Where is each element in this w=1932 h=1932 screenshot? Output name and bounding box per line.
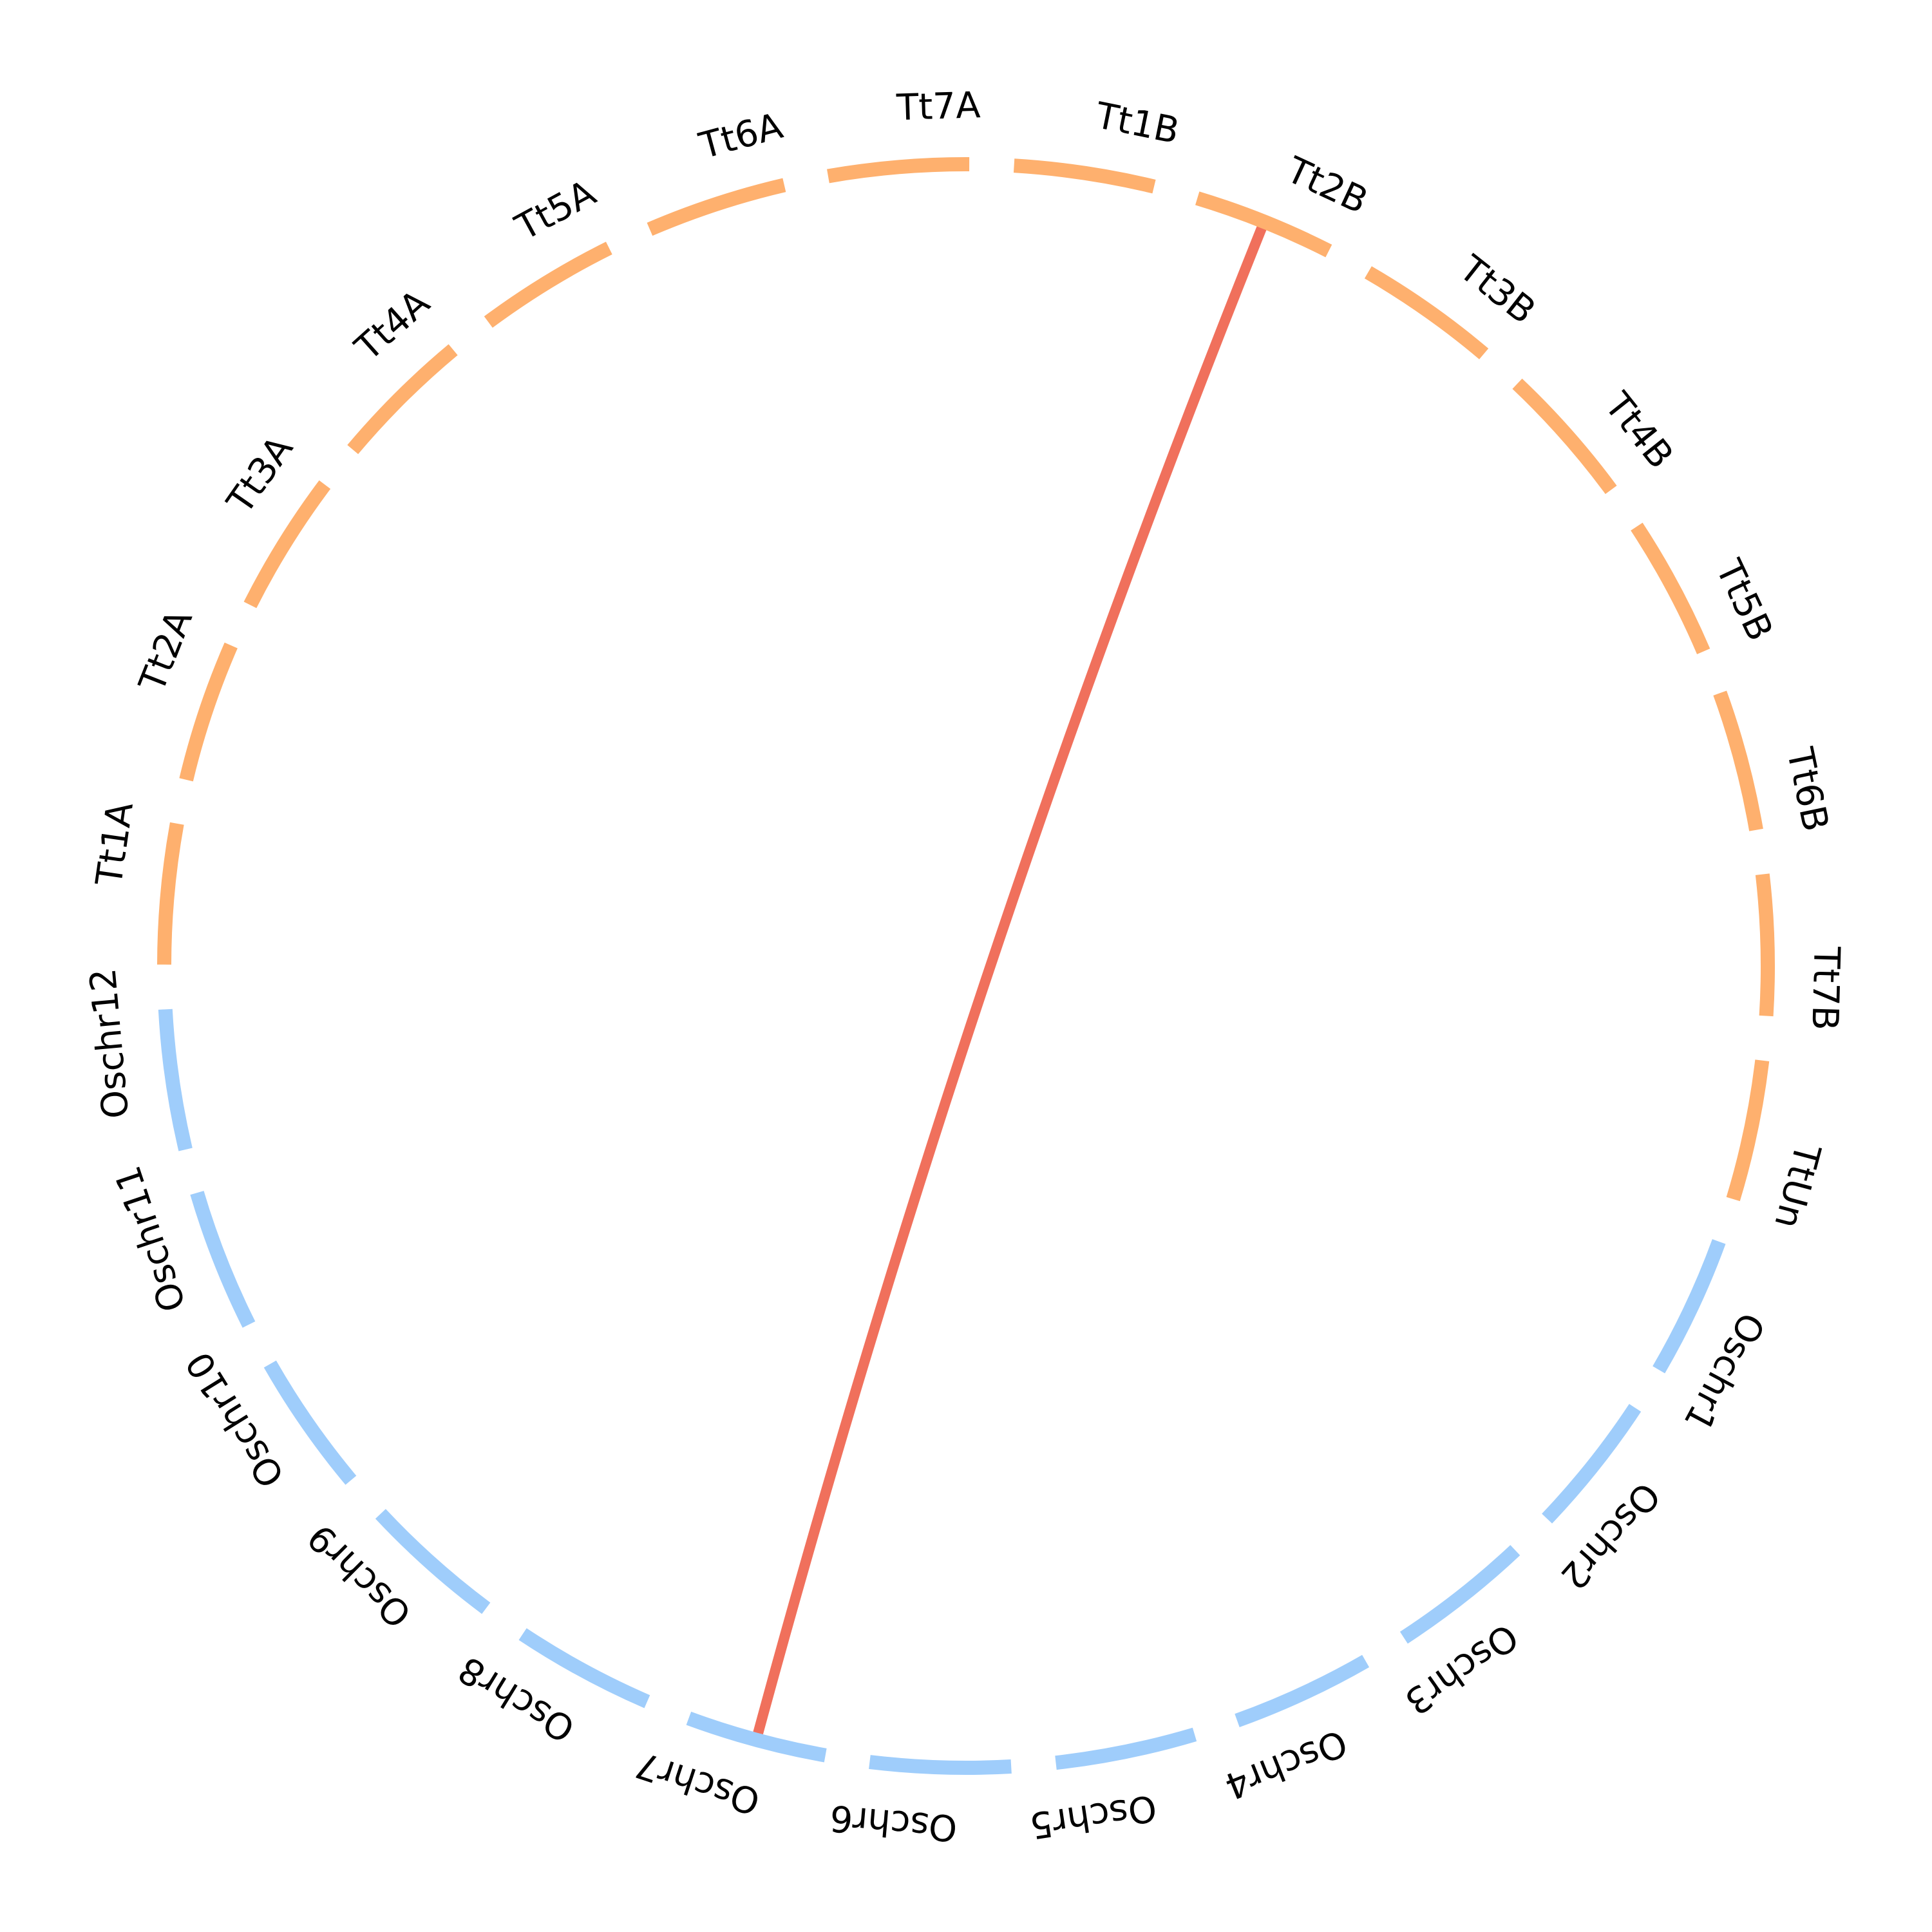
chromosome-label-oschr5: Oschr5 [1027, 1786, 1159, 1847]
chromosome-arc-oschr2 [1542, 1403, 1642, 1524]
chromosome-arc-tt5b [1631, 522, 1710, 654]
chromosome-label-tt7b: Tt7B [1803, 945, 1847, 1031]
chromosome-arc-oschr7 [686, 1711, 827, 1763]
chromosome-labels: Tt1A Tt2A Tt3A Tt4A Tt5A Tt6A Tt7A Tt1B Tt2B Tt3B… [82, 84, 1847, 1849]
chromosome-label-tt2b: Tt2B [1280, 149, 1374, 222]
chromosome-arc-oschr3 [1399, 1545, 1520, 1644]
chromosome-label-tt2a: Tt2A [131, 604, 201, 698]
chromosome-arc-tt6b [1713, 690, 1763, 831]
chromosome-arc-oschr9 [375, 1509, 491, 1615]
chromosome-arc-oschr5 [1055, 1727, 1197, 1770]
synteny-link-0 [752, 222, 1267, 1739]
chromosome-label-oschr12: Oschr12 [82, 967, 137, 1121]
chromosome-label-tt7a: Tt7A [895, 84, 981, 129]
chromosome-label-oschr6: Oschr6 [828, 1797, 959, 1849]
chromosome-arc-oschr1 [1653, 1239, 1726, 1374]
chromosome-arc-oschr11 [190, 1191, 256, 1328]
chromosome-arc-tt4b [1512, 378, 1617, 495]
chromosome-arc-tt1b [1013, 158, 1156, 194]
chromosome-arc-oschr12 [158, 1009, 193, 1151]
chromosome-label-tt6b: Tt6B [1778, 744, 1837, 835]
chromosome-label-tt4b: Tt4B [1596, 384, 1681, 477]
chromosome-label-tt5a: Tt5A [508, 172, 602, 249]
chromosome-arc-tt3b [1364, 266, 1489, 359]
chromosome-arc-tt3a [243, 480, 331, 609]
chromosome-label-oschr11: Oschr11 [107, 1160, 194, 1316]
chromosome-arc-oschr8 [518, 1628, 650, 1709]
chromosome-label-oschr7: Oschr7 [631, 1743, 766, 1823]
chromosome-arc-oschr6 [869, 1755, 1012, 1775]
chromosome-arc-tt2a [179, 642, 238, 782]
chromosome-label-tt3a: Tt3A [219, 429, 301, 522]
chromosome-arc-tt7b [1755, 873, 1775, 1017]
chromosome-arc-oschr4 [1235, 1654, 1370, 1727]
chromosome-arc-tt1a [157, 822, 184, 965]
chromosome-label-oschr4: Oschr4 [1218, 1721, 1352, 1807]
chromosome-label-tt4a: Tt4A [347, 282, 438, 370]
synteny-links [752, 222, 1267, 1739]
chromosome-label-tt5b: Tt5B [1707, 553, 1781, 647]
chromosome-arc-tt6a [647, 178, 786, 236]
chromosome-arc-oschr10 [263, 1360, 357, 1485]
chromosome-arc-tt4a [347, 344, 458, 455]
chromosome-label-tt3b: Tt3B [1451, 247, 1543, 332]
chromosome-label-tt1a: Tt1A [88, 799, 142, 889]
chromosome-label-tt1b: Tt1B [1092, 95, 1183, 153]
chromosome-label-tt6a: Tt6A [694, 105, 787, 167]
chromosome-arc-tt5a [484, 242, 612, 328]
chromosome-label-ttun: TtUn [1766, 1139, 1828, 1233]
chromosome-arc-ttun [1726, 1059, 1770, 1202]
chromosome-arc-tt2b [1195, 191, 1332, 258]
chromosome-arcs [157, 156, 1775, 1775]
chromosome-arc-tt7a [827, 156, 970, 184]
